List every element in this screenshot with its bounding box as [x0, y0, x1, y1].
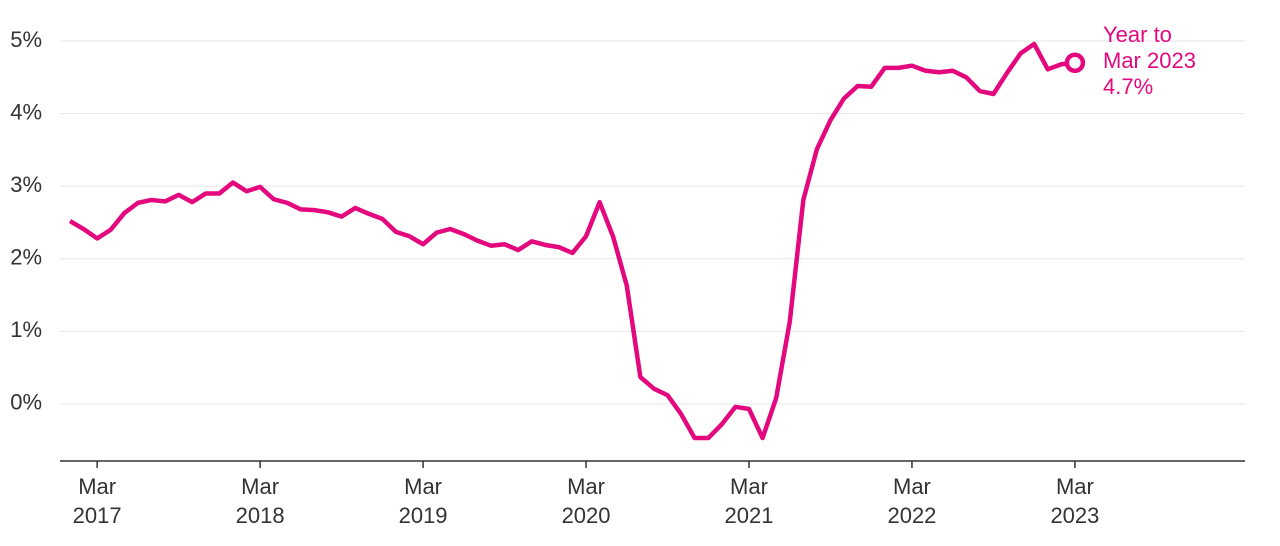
- y-tick-label: 5%: [10, 27, 42, 52]
- x-tick-label: Mar 2021: [725, 474, 774, 528]
- annotation: 4.7%: [1103, 74, 1153, 99]
- x-tick-label: Mar 2020: [562, 474, 611, 528]
- x-tick-label: Mar 2022: [887, 474, 936, 528]
- y-tick-label: 4%: [10, 99, 42, 124]
- y-tick-label: 3%: [10, 172, 42, 197]
- x-tick-label: Mar 2019: [399, 474, 448, 528]
- x-tick-label: Mar 2023: [1050, 474, 1099, 528]
- y-tick-label: 0%: [10, 390, 42, 415]
- annotation: Mar 2023: [1103, 48, 1196, 73]
- annotation: Year to: [1103, 22, 1172, 47]
- line: [68, 41, 1076, 441]
- y-tick-label: 1%: [10, 317, 42, 342]
- end-point: [1064, 52, 1086, 74]
- x-tick-label: Mar 2017: [73, 474, 122, 528]
- y-tick-label: 2%: [10, 245, 42, 270]
- x-tick-label: Mar 2018: [236, 474, 285, 528]
